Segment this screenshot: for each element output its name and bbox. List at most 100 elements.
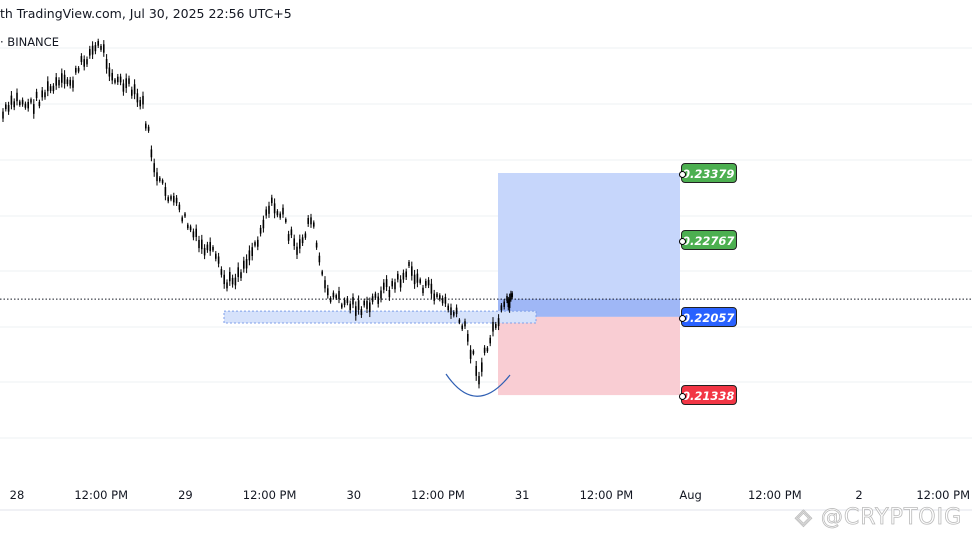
price-value: 0.22057	[682, 310, 735, 325]
candle-body	[257, 239, 259, 247]
candle-body	[510, 293, 512, 299]
symbol-exchange[interactable]: · BINANCE	[0, 35, 59, 49]
candle-body	[486, 347, 489, 352]
candle-body	[159, 177, 161, 181]
candle-body	[47, 81, 49, 92]
candle-body	[49, 86, 52, 91]
candle-body	[226, 282, 228, 289]
candle-body	[184, 213, 186, 217]
candle-body	[192, 231, 195, 238]
candle-body	[478, 376, 480, 385]
support-zone	[223, 310, 537, 324]
candle-body	[215, 253, 217, 259]
candle-body	[394, 282, 396, 290]
price-label[interactable]: 0.22057	[679, 306, 737, 327]
price-label[interactable]: 0.23379	[679, 163, 737, 183]
candle-body	[142, 95, 144, 105]
candle-body	[248, 250, 251, 261]
candle-body	[58, 79, 60, 86]
candle-body	[282, 207, 284, 215]
candle-body	[495, 323, 497, 328]
candle-body	[7, 105, 10, 112]
candle-body	[483, 347, 486, 353]
candle-body	[187, 224, 189, 229]
candle-body	[402, 272, 405, 280]
candle-body	[24, 103, 27, 108]
candle-body	[472, 350, 475, 354]
candle-body	[21, 99, 24, 105]
candle-body	[44, 92, 46, 98]
candle-body	[75, 68, 77, 73]
candle-body	[321, 271, 323, 275]
candle-body	[276, 211, 279, 216]
candle-body	[290, 229, 293, 236]
candle-body	[234, 277, 237, 286]
candle-body	[38, 101, 41, 107]
candle-body	[313, 222, 315, 227]
candle-body	[371, 296, 374, 302]
loss-zone	[498, 316, 680, 396]
candle-body	[97, 41, 99, 46]
candle-body	[55, 77, 57, 86]
candle-body	[508, 298, 511, 309]
candle-body	[128, 78, 130, 84]
candle-body	[335, 295, 337, 299]
candle-body	[111, 72, 113, 81]
candle-body	[229, 271, 231, 282]
candle-body	[455, 307, 458, 315]
candle-body	[259, 227, 262, 234]
candle-body	[299, 239, 301, 249]
candle-body	[441, 298, 444, 304]
candle-body	[83, 59, 85, 67]
candle-body	[63, 74, 66, 84]
candle-body	[369, 302, 371, 313]
candle-body	[374, 293, 377, 298]
candle-body	[243, 260, 245, 269]
candle-body	[27, 101, 29, 109]
candle-body	[430, 283, 433, 294]
x-tick-label: 12:00 PM	[242, 488, 297, 502]
candle-body	[100, 45, 102, 50]
candle-body	[444, 296, 447, 304]
candle-body	[511, 293, 514, 298]
anchor-handle-icon[interactable]	[679, 171, 686, 178]
x-tick-label: 30	[346, 488, 362, 502]
candle-body	[327, 288, 329, 296]
candle-body	[240, 272, 242, 279]
candle-body	[399, 279, 402, 288]
candle-body	[425, 281, 427, 286]
x-tick-label: 12:00 PM	[747, 488, 802, 502]
anchor-handle-icon[interactable]	[679, 237, 686, 245]
candle-body	[467, 333, 469, 342]
anchor-handle-icon[interactable]	[679, 393, 686, 401]
candle-body	[131, 89, 133, 96]
candle-body	[391, 281, 393, 287]
candle-body	[436, 293, 438, 298]
candle-body	[408, 261, 410, 266]
price-label[interactable]: 0.21338	[679, 385, 737, 406]
candle-body	[458, 319, 461, 323]
candle-body	[341, 304, 343, 308]
candle-body	[195, 228, 197, 237]
x-tick-label: Aug	[679, 488, 702, 502]
candle-body	[377, 296, 379, 304]
candle-body	[450, 307, 452, 316]
candle-body	[52, 85, 55, 92]
candle-body	[105, 58, 108, 69]
candle-body	[489, 337, 491, 344]
candle-body	[268, 205, 270, 214]
candle-body	[139, 100, 141, 107]
price-label[interactable]: 0.22767	[679, 229, 737, 250]
candle-body	[469, 349, 472, 359]
anchor-handle-icon[interactable]	[679, 314, 686, 322]
candle-body	[332, 292, 335, 298]
candle-body	[315, 242, 318, 248]
candle-body	[506, 295, 508, 301]
candle-body	[217, 256, 220, 264]
candle-body	[41, 90, 43, 98]
rounded-bottom-arc	[445, 373, 511, 397]
candle-body	[492, 321, 494, 332]
candle-body	[357, 300, 360, 310]
candle-body	[114, 79, 116, 83]
